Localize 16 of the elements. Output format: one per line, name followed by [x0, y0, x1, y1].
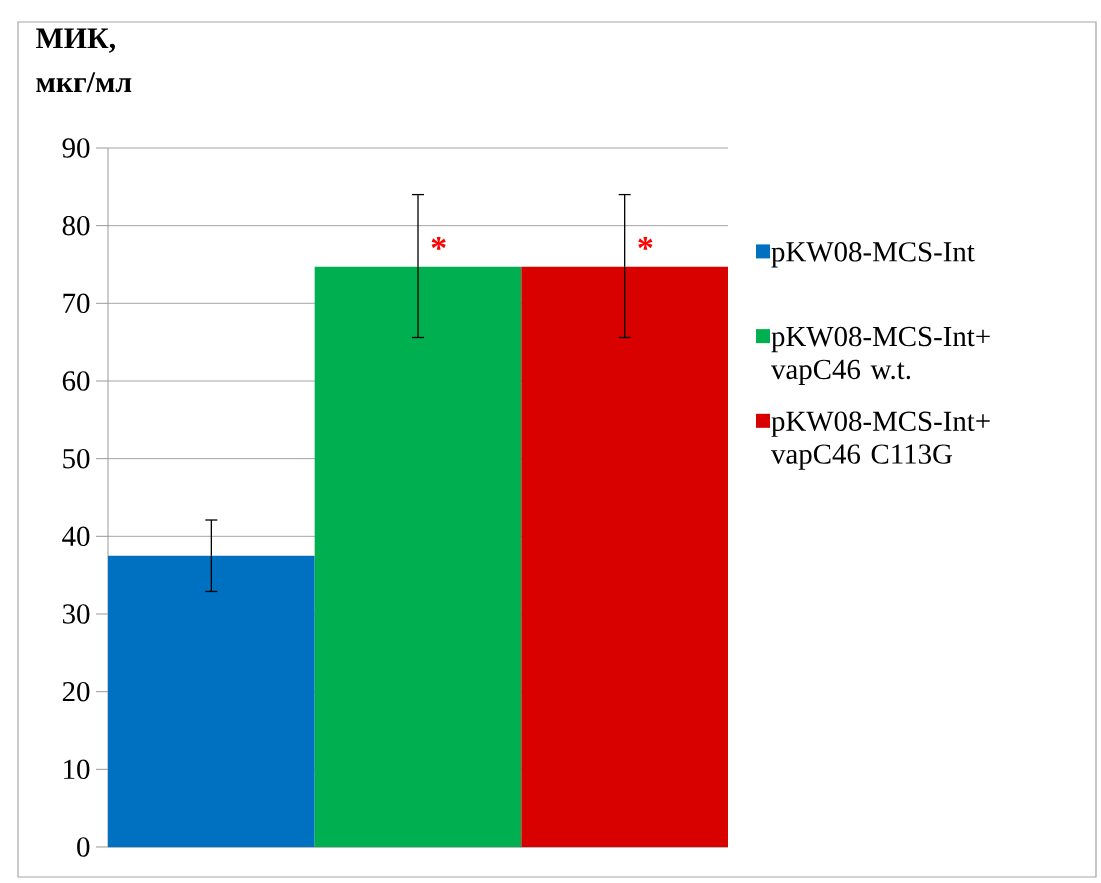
y-tick-label: 0 [77, 837, 90, 857]
legend-label: pKW08-MCS-Int [771, 242, 975, 268]
y-tick-label: 30 [62, 604, 90, 624]
y-axis-title: МИК, мкг/мл [36, 28, 132, 93]
y-tick-label: 90 [62, 138, 90, 158]
annotation: * [638, 236, 653, 250]
legend-label: pKW08-MCS-Int+ vapC46 w.t. [771, 326, 990, 386]
y-tick-label: 50 [63, 448, 90, 469]
legend-label: pKW08-MCS-Int+ vapC46 C113G [771, 411, 990, 470]
y-tick-label: 80 [62, 215, 90, 236]
y-tick-label: 60 [62, 371, 90, 391]
y-tick-label: 70 [63, 293, 90, 314]
y-tick-label: 20 [62, 681, 90, 702]
y-tick-label: 40 [62, 526, 90, 547]
y-tick-label: 10 [64, 759, 90, 780]
annotation: * [431, 236, 446, 250]
